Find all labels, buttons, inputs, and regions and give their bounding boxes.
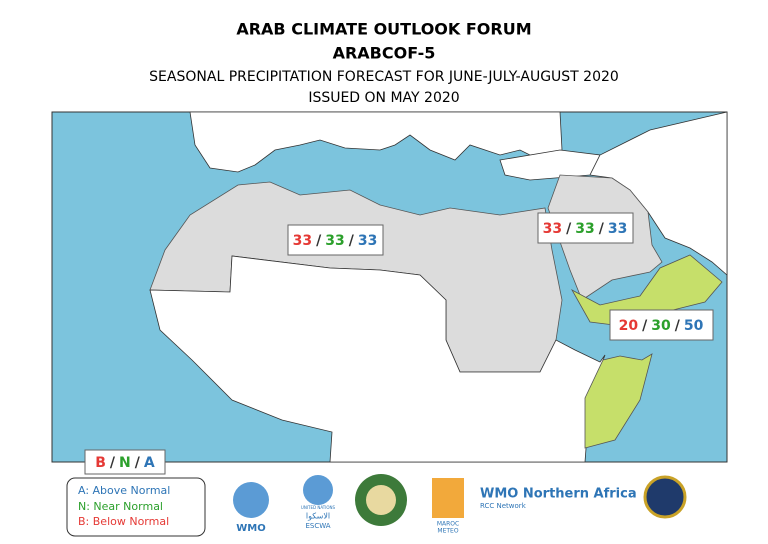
rcc-sub: RCC Network [480, 502, 527, 510]
svg-text:33/33/33: 33/33/33 [293, 233, 378, 249]
forecast-line: SEASONAL PRECIPITATION FORECAST FOR JUNE… [149, 69, 619, 85]
escwa-text: ESCWA [305, 522, 330, 530]
probability-above: 50 [684, 318, 704, 334]
legend-letter: N [119, 455, 131, 471]
region-label-1: 33/33/33 [287, 224, 384, 256]
un-logo [303, 475, 333, 505]
subtitle: ARABCOF-5 [333, 44, 436, 63]
maroc-text: MAROC [437, 521, 459, 528]
region-label-2: 33/33/33 [537, 212, 634, 244]
probability-below: 33 [543, 221, 562, 237]
title: ARAB CLIMATE OUTLOOK FORUM [236, 20, 531, 39]
separator: / [110, 455, 116, 471]
gcc-logo [643, 475, 687, 519]
separator: / [349, 233, 355, 249]
separator: / [642, 318, 648, 334]
logos: WMO UNITED NATIONS الاسكوا ESCWA MAROC M… [233, 474, 687, 535]
separator: / [599, 221, 605, 237]
probability-near: 30 [651, 318, 671, 334]
sub-saharan-africa [149, 255, 606, 463]
wmo-text: WMO [236, 523, 265, 534]
probability-near: 33 [325, 233, 344, 249]
probability-above: 33 [608, 221, 627, 237]
probability-below: 20 [619, 318, 639, 334]
probability-above: 33 [358, 233, 377, 249]
legend-item: B: Below Normal [78, 515, 169, 528]
rcc-text: WMO Northern Africa [480, 487, 637, 502]
un-text: UNITED NATIONS [301, 505, 336, 510]
separator: / [316, 233, 322, 249]
separator: / [675, 318, 681, 334]
somalia [584, 353, 653, 449]
region-label-3: 20/30/50 [609, 309, 714, 341]
wmo-logo [233, 482, 269, 518]
separator: / [135, 455, 141, 471]
probability-near: 33 [575, 221, 594, 237]
legend-item: N: Near Normal [78, 500, 163, 513]
svg-text:20/30/50: 20/30/50 [619, 318, 704, 334]
svg-text:B/N/A: B / N / A [95, 455, 155, 471]
arab-league-inner [366, 485, 396, 515]
issued-line: ISSUED ON MAY 2020 [308, 90, 459, 106]
map [51, 111, 728, 463]
legend-letter: A [144, 455, 155, 471]
svg-text:33/33/33: 33/33/33 [543, 221, 628, 237]
legend-letter: B [95, 455, 106, 471]
meteo-text: METEO [437, 528, 458, 535]
legend-item: A: Above Normal [78, 484, 170, 497]
maroc-logo [432, 478, 464, 518]
separator: / [566, 221, 572, 237]
escwa-ar: الاسكوا [306, 512, 330, 521]
legend: B / N / A A: Above Normal N: Near Normal B: … [66, 449, 206, 537]
probability-below: 33 [293, 233, 312, 249]
